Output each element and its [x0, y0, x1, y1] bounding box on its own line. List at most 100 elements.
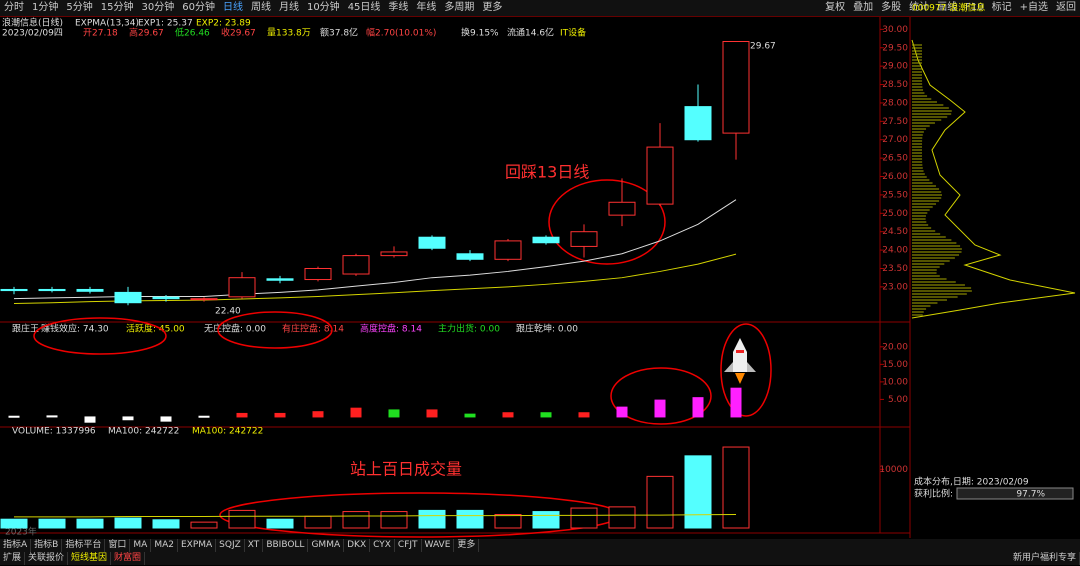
period-tab[interactable]: 日线 — [222, 2, 243, 13]
annotation-low: 22.40 — [215, 307, 241, 317]
indicator-tab[interactable]: CYX — [370, 539, 395, 552]
candle-body — [266, 278, 294, 281]
header-exp1: EXP1: 25.37 — [138, 19, 193, 29]
period-tab[interactable]: 1分钟 — [32, 2, 59, 13]
candle-body — [342, 255, 370, 275]
bar — [266, 518, 294, 529]
candle-body — [190, 298, 218, 301]
bar — [236, 412, 248, 418]
indicator-tab[interactable]: CFJT — [395, 539, 422, 552]
bar — [494, 514, 522, 529]
indicator-tab[interactable]: 更多 — [454, 539, 480, 552]
period-tab[interactable]: 60分钟 — [182, 2, 215, 13]
candle-body — [380, 251, 408, 257]
bar — [418, 509, 446, 529]
period-tab[interactable]: 分时 — [4, 2, 24, 13]
period-tab[interactable]: 月线 — [278, 2, 299, 13]
bar — [502, 412, 514, 418]
bottom-bar: 扩展 关联报价 短线基因 财富圈 新用户福利专享 — [0, 552, 1080, 565]
profit-bar — [956, 487, 1074, 500]
info-item: 换9.15% — [461, 27, 499, 39]
y-tick-label: 10000 — [879, 465, 908, 475]
indicator-tab[interactable]: MA2 — [151, 539, 178, 552]
indicator-tab[interactable]: 窗口 — [105, 539, 131, 552]
bar — [122, 416, 134, 421]
candle-body — [570, 231, 598, 247]
period-tab[interactable]: 45日线 — [347, 2, 381, 13]
tool-button[interactable]: 复权 — [825, 2, 846, 13]
bar — [350, 407, 362, 418]
annotation-pullback: 回踩13日线 — [505, 163, 589, 182]
indicator-tab[interactable]: BBIBOLL — [263, 539, 309, 552]
legend-item: MA100: 242722 — [108, 427, 179, 437]
bottom-tab[interactable]: 扩展 — [0, 552, 26, 565]
period-tab[interactable]: 多周期 — [444, 2, 475, 13]
tool-button[interactable]: F10 — [965, 2, 984, 13]
period-tab[interactable]: 年线 — [416, 2, 437, 13]
bar — [684, 455, 712, 529]
period-tab[interactable]: 10分钟 — [306, 2, 340, 13]
y-tick-label: 25.50 — [882, 190, 908, 200]
legend-item: 主力出货: 0.00 — [438, 323, 500, 335]
indicator-tab[interactable]: 指标B — [31, 539, 63, 552]
candle-body — [684, 106, 712, 141]
bar — [692, 397, 704, 418]
bottom-tab[interactable]: 关联报价 — [25, 552, 69, 565]
period-tab[interactable]: 周线 — [250, 2, 271, 13]
tool-button[interactable]: 叠加 — [853, 2, 874, 13]
header-name: 浪潮信息(日线) — [2, 17, 63, 29]
bar — [570, 507, 598, 529]
tool-button[interactable]: 标记 — [991, 2, 1012, 13]
candle-body — [38, 288, 66, 292]
legend-item: 有庄控盘: 8.14 — [282, 323, 344, 335]
annotation-high: 29.67 — [750, 42, 776, 52]
bottom-tab[interactable]: 短线基因 — [68, 552, 112, 565]
y-tick-label: 27.50 — [882, 117, 908, 127]
promo[interactable]: 新用户福利专享 — [1010, 552, 1080, 565]
info-item: 高29.67 — [129, 27, 164, 39]
tool-button[interactable]: 返回 — [1056, 2, 1076, 13]
info-item: 幅2.70(10.01%) — [366, 27, 436, 39]
period-tab[interactable]: 15分钟 — [100, 2, 134, 13]
bar — [532, 511, 560, 529]
indicator-tabs: 指标A 指标B 指标平台 窗口 MA MA2 EXPMA SQJZ XT BBIBOLL GMMA D… — [0, 539, 1080, 552]
indicator-tab[interactable]: EXPMA — [178, 539, 217, 552]
y-tick-label: 24.00 — [882, 246, 908, 256]
candle-body — [228, 277, 256, 298]
indicator-tab[interactable]: MA — [130, 539, 152, 552]
indicator-tab[interactable]: 指标A — [0, 539, 32, 552]
candle-body — [418, 236, 446, 249]
bar — [228, 509, 256, 529]
candle-body — [456, 253, 484, 260]
stock-code: 000977 浪潮信息 — [912, 2, 985, 14]
indicator-tab[interactable]: WAVE — [422, 539, 455, 552]
indicator-tab[interactable]: GMMA — [308, 539, 345, 552]
candle-body — [0, 288, 28, 292]
bar — [426, 409, 438, 418]
bar — [114, 517, 142, 529]
bar — [312, 411, 324, 418]
bar — [540, 412, 552, 418]
tool-button[interactable]: 画线 — [937, 2, 958, 13]
legend-item: 无庄控盘: 0.00 — [204, 323, 266, 335]
bottom-tab[interactable]: 财富圈 — [111, 552, 146, 565]
bar — [38, 518, 66, 529]
rocket-icon — [724, 338, 756, 384]
tool-button[interactable]: +自选 — [1019, 2, 1048, 13]
legend-item: VOLUME: 1337996 — [12, 427, 96, 437]
tool-button[interactable]: 统计 — [909, 2, 930, 13]
period-tab[interactable]: 更多 — [482, 2, 503, 13]
y-tick-label: 29.50 — [882, 43, 908, 53]
bar — [198, 415, 210, 418]
tool-button[interactable]: 多股 — [881, 2, 902, 13]
bar — [304, 515, 332, 529]
y-tick-label: 5.00 — [888, 395, 908, 405]
period-tab[interactable]: 5分钟 — [66, 2, 93, 13]
period-tab[interactable]: 30分钟 — [141, 2, 175, 13]
period-tab[interactable]: 季线 — [388, 2, 409, 13]
indicator-tab[interactable]: 指标平台 — [62, 539, 106, 552]
indicator-tab[interactable]: SQJZ — [216, 539, 245, 552]
indicator-tab[interactable]: XT — [245, 539, 264, 552]
indicator-tab[interactable]: DKX — [344, 539, 371, 552]
